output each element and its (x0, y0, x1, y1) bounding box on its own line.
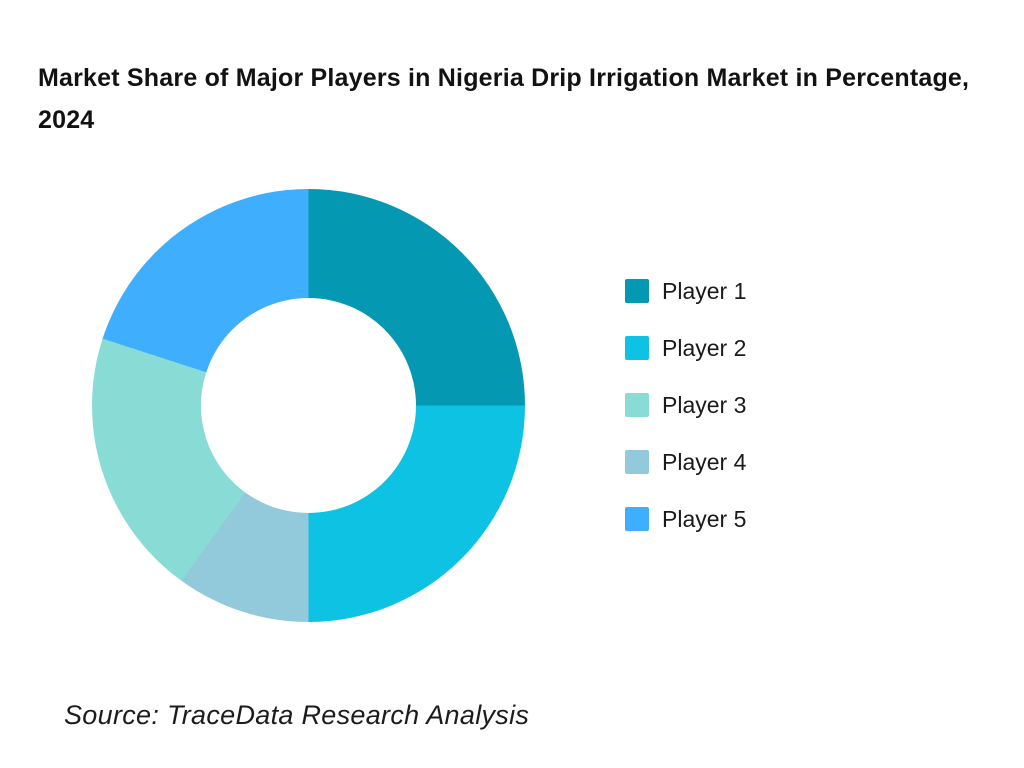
legend-label-player-3: Player 3 (662, 392, 747, 418)
legend-swatch-player-3 (625, 393, 649, 417)
legend-swatch-player-5 (625, 507, 649, 531)
legend: Player 1 Player 2 Player 3 Player 4 Play… (625, 279, 746, 531)
donut-chart (92, 189, 525, 622)
legend-item-player-4: Player 4 (625, 450, 746, 474)
legend-label-player-4: Player 4 (662, 449, 747, 475)
donut-hole (201, 298, 416, 513)
legend-swatch-player-1 (625, 279, 649, 303)
legend-swatch-player-2 (625, 336, 649, 360)
legend-label-player-2: Player 2 (662, 335, 747, 361)
legend-item-player-5: Player 5 (625, 507, 746, 531)
legend-label-player-1: Player 1 (662, 278, 747, 304)
legend-item-player-3: Player 3 (625, 393, 746, 417)
source-note: Source: TraceData Research Analysis (64, 700, 530, 730)
legend-item-player-2: Player 2 (625, 336, 746, 360)
chart-title: Market Share of Major Players in Nigeria… (38, 64, 970, 134)
legend-swatch-player-4 (625, 450, 649, 474)
legend-item-player-1: Player 1 (625, 279, 746, 303)
legend-label-player-5: Player 5 (662, 506, 747, 532)
